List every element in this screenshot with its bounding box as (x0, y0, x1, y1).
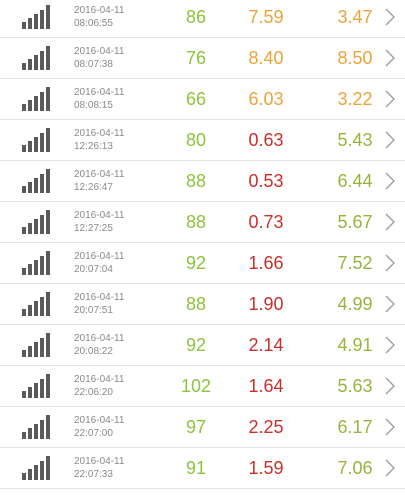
record-date: 2016-04-11 (74, 210, 125, 221)
signal-bars-icon (22, 46, 54, 70)
record-time: 20:07:04 (74, 264, 113, 275)
value-primary: 88 (185, 212, 207, 232)
record-date: 2016-04-11 (74, 128, 125, 139)
value-primary: 66 (185, 89, 207, 109)
chevron-right-icon[interactable] (385, 336, 395, 354)
record-date: 2016-04-11 (74, 456, 125, 467)
chevron-right-icon[interactable] (385, 172, 395, 190)
signal-bars-icon (22, 87, 54, 111)
record-date: 2016-04-11 (74, 5, 125, 16)
chevron-right-icon[interactable] (385, 213, 395, 231)
list-item[interactable]: 2016-04-11 12:27:25 88 0.73 5.67 (0, 202, 405, 243)
list-item[interactable]: 2016-04-11 20:07:04 92 1.66 7.52 (0, 243, 405, 284)
record-time: 08:07:38 (74, 59, 113, 70)
record-date: 2016-04-11 (74, 46, 125, 57)
value-secondary: 2.14 (248, 335, 284, 355)
value-tertiary: 5.67 (337, 212, 373, 232)
value-tertiary: 5.43 (337, 130, 373, 150)
chevron-right-icon[interactable] (385, 418, 395, 436)
value-secondary: 7.59 (248, 7, 284, 27)
record-time: 20:08:22 (74, 346, 113, 357)
value-tertiary: 4.99 (337, 294, 373, 314)
value-secondary: 0.63 (248, 130, 284, 150)
chevron-right-icon[interactable] (385, 377, 395, 395)
record-time: 22:07:33 (74, 469, 113, 480)
chevron-right-icon[interactable] (385, 49, 395, 67)
record-time: 08:08:15 (74, 100, 113, 111)
signal-bars-icon (22, 415, 54, 439)
signal-bars-icon (22, 456, 54, 480)
chevron-right-icon[interactable] (385, 8, 395, 26)
chevron-right-icon[interactable] (385, 459, 395, 477)
record-time: 22:07:00 (74, 428, 113, 439)
value-tertiary: 3.47 (337, 7, 373, 27)
value-tertiary: 8.50 (337, 48, 373, 68)
value-tertiary: 7.06 (337, 458, 373, 478)
list-item[interactable]: 2016-04-11 20:07:51 88 1.90 4.99 (0, 284, 405, 325)
value-tertiary: 4.91 (337, 335, 373, 355)
value-primary: 88 (185, 294, 207, 314)
value-secondary: 0.73 (248, 212, 284, 232)
list-item[interactable]: 2016-04-11 12:26:47 88 0.53 6.44 (0, 161, 405, 202)
record-date: 2016-04-11 (74, 415, 125, 426)
value-secondary: 0.53 (248, 171, 284, 191)
signal-bars-icon (22, 5, 54, 29)
record-date: 2016-04-11 (74, 169, 125, 180)
signal-bars-icon (22, 128, 54, 152)
record-date: 2016-04-11 (74, 333, 125, 344)
value-primary: 86 (185, 7, 207, 27)
list-item[interactable]: 2016-04-11 12:26:13 80 0.63 5.43 (0, 120, 405, 161)
value-primary: 88 (185, 171, 207, 191)
record-time: 12:27:25 (74, 223, 113, 234)
signal-bars-icon (22, 374, 54, 398)
value-tertiary: 7.52 (337, 253, 373, 273)
record-date: 2016-04-11 (74, 251, 125, 262)
value-primary: 76 (185, 48, 207, 68)
chevron-right-icon[interactable] (385, 131, 395, 149)
value-tertiary: 5.63 (337, 376, 373, 396)
record-date: 2016-04-11 (74, 374, 125, 385)
value-secondary: 2.25 (248, 417, 284, 437)
value-secondary: 1.66 (248, 253, 284, 273)
list-item[interactable]: 2016-04-11 08:06:55 86 7.59 3.47 (0, 0, 405, 38)
list-item[interactable]: 2016-04-11 08:07:38 76 8.40 8.50 (0, 38, 405, 79)
list-item[interactable]: 2016-04-11 22:07:33 91 1.59 7.06 (0, 448, 405, 489)
value-tertiary: 3.22 (337, 89, 373, 109)
list-item[interactable]: 2016-04-11 08:08:15 66 6.03 3.22 (0, 79, 405, 120)
value-secondary: 1.64 (248, 376, 284, 396)
value-tertiary: 6.17 (337, 417, 373, 437)
signal-bars-icon (22, 210, 54, 234)
record-time: 22:06:20 (74, 387, 113, 398)
value-secondary: 6.03 (248, 89, 284, 109)
chevron-right-icon[interactable] (385, 90, 395, 108)
value-secondary: 1.59 (248, 458, 284, 478)
list-item[interactable]: 2016-04-11 20:08:22 92 2.14 4.91 (0, 325, 405, 366)
record-time: 12:26:47 (74, 182, 113, 193)
value-primary: 80 (185, 130, 207, 150)
signal-bars-icon (22, 251, 54, 275)
value-secondary: 8.40 (248, 48, 284, 68)
value-primary: 97 (185, 417, 207, 437)
record-date: 2016-04-11 (74, 292, 125, 303)
record-time: 08:06:55 (74, 18, 113, 29)
value-primary: 92 (185, 335, 207, 355)
value-primary: 91 (185, 458, 207, 478)
record-date: 2016-04-11 (74, 87, 125, 98)
value-primary: 102 (180, 376, 212, 396)
signal-bars-icon (22, 333, 54, 357)
chevron-right-icon[interactable] (385, 295, 395, 313)
value-primary: 92 (185, 253, 207, 273)
value-tertiary: 6.44 (337, 171, 373, 191)
list-item[interactable]: 2016-04-11 22:07:00 97 2.25 6.17 (0, 407, 405, 448)
record-time: 12:26:13 (74, 141, 113, 152)
record-time: 20:07:51 (74, 305, 113, 316)
list-item[interactable]: 2016-04-11 22:06:20 102 1.64 5.63 (0, 366, 405, 407)
signal-bars-icon (22, 169, 54, 193)
signal-bars-icon (22, 292, 54, 316)
chevron-right-icon[interactable] (385, 254, 395, 272)
value-secondary: 1.90 (248, 294, 284, 314)
